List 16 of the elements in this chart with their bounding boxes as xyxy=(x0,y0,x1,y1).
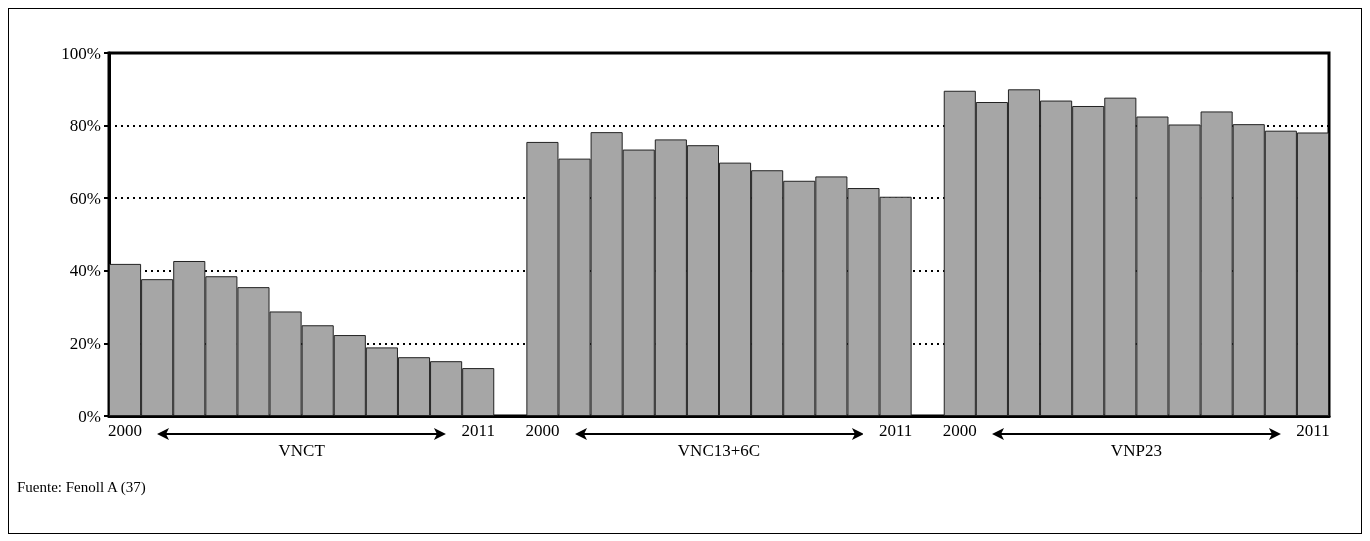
source-note: Fuente: Fenoll A (37) xyxy=(17,478,146,496)
text: VNP23 xyxy=(1110,441,1162,460)
x-tick-label: 2011 xyxy=(1296,421,1330,440)
x-tick-label: 2000 xyxy=(942,421,977,440)
x-tick-label: 2011 xyxy=(878,421,913,440)
y-tick-label: 40% xyxy=(69,261,101,281)
x-tick-label: 2011 xyxy=(461,421,495,440)
y-tick-label: 0% xyxy=(78,406,101,426)
x-tick-label: 2000 xyxy=(525,421,560,440)
text: VNCT xyxy=(278,441,326,460)
x-tick-label: 2000 xyxy=(108,421,143,440)
y-tick-label: 80% xyxy=(69,116,101,136)
y-tick-label: 20% xyxy=(69,333,101,353)
y-tick-label: 60% xyxy=(69,188,101,208)
y-tick-label: 100% xyxy=(61,43,101,63)
text: VNC13+6C xyxy=(677,441,761,460)
